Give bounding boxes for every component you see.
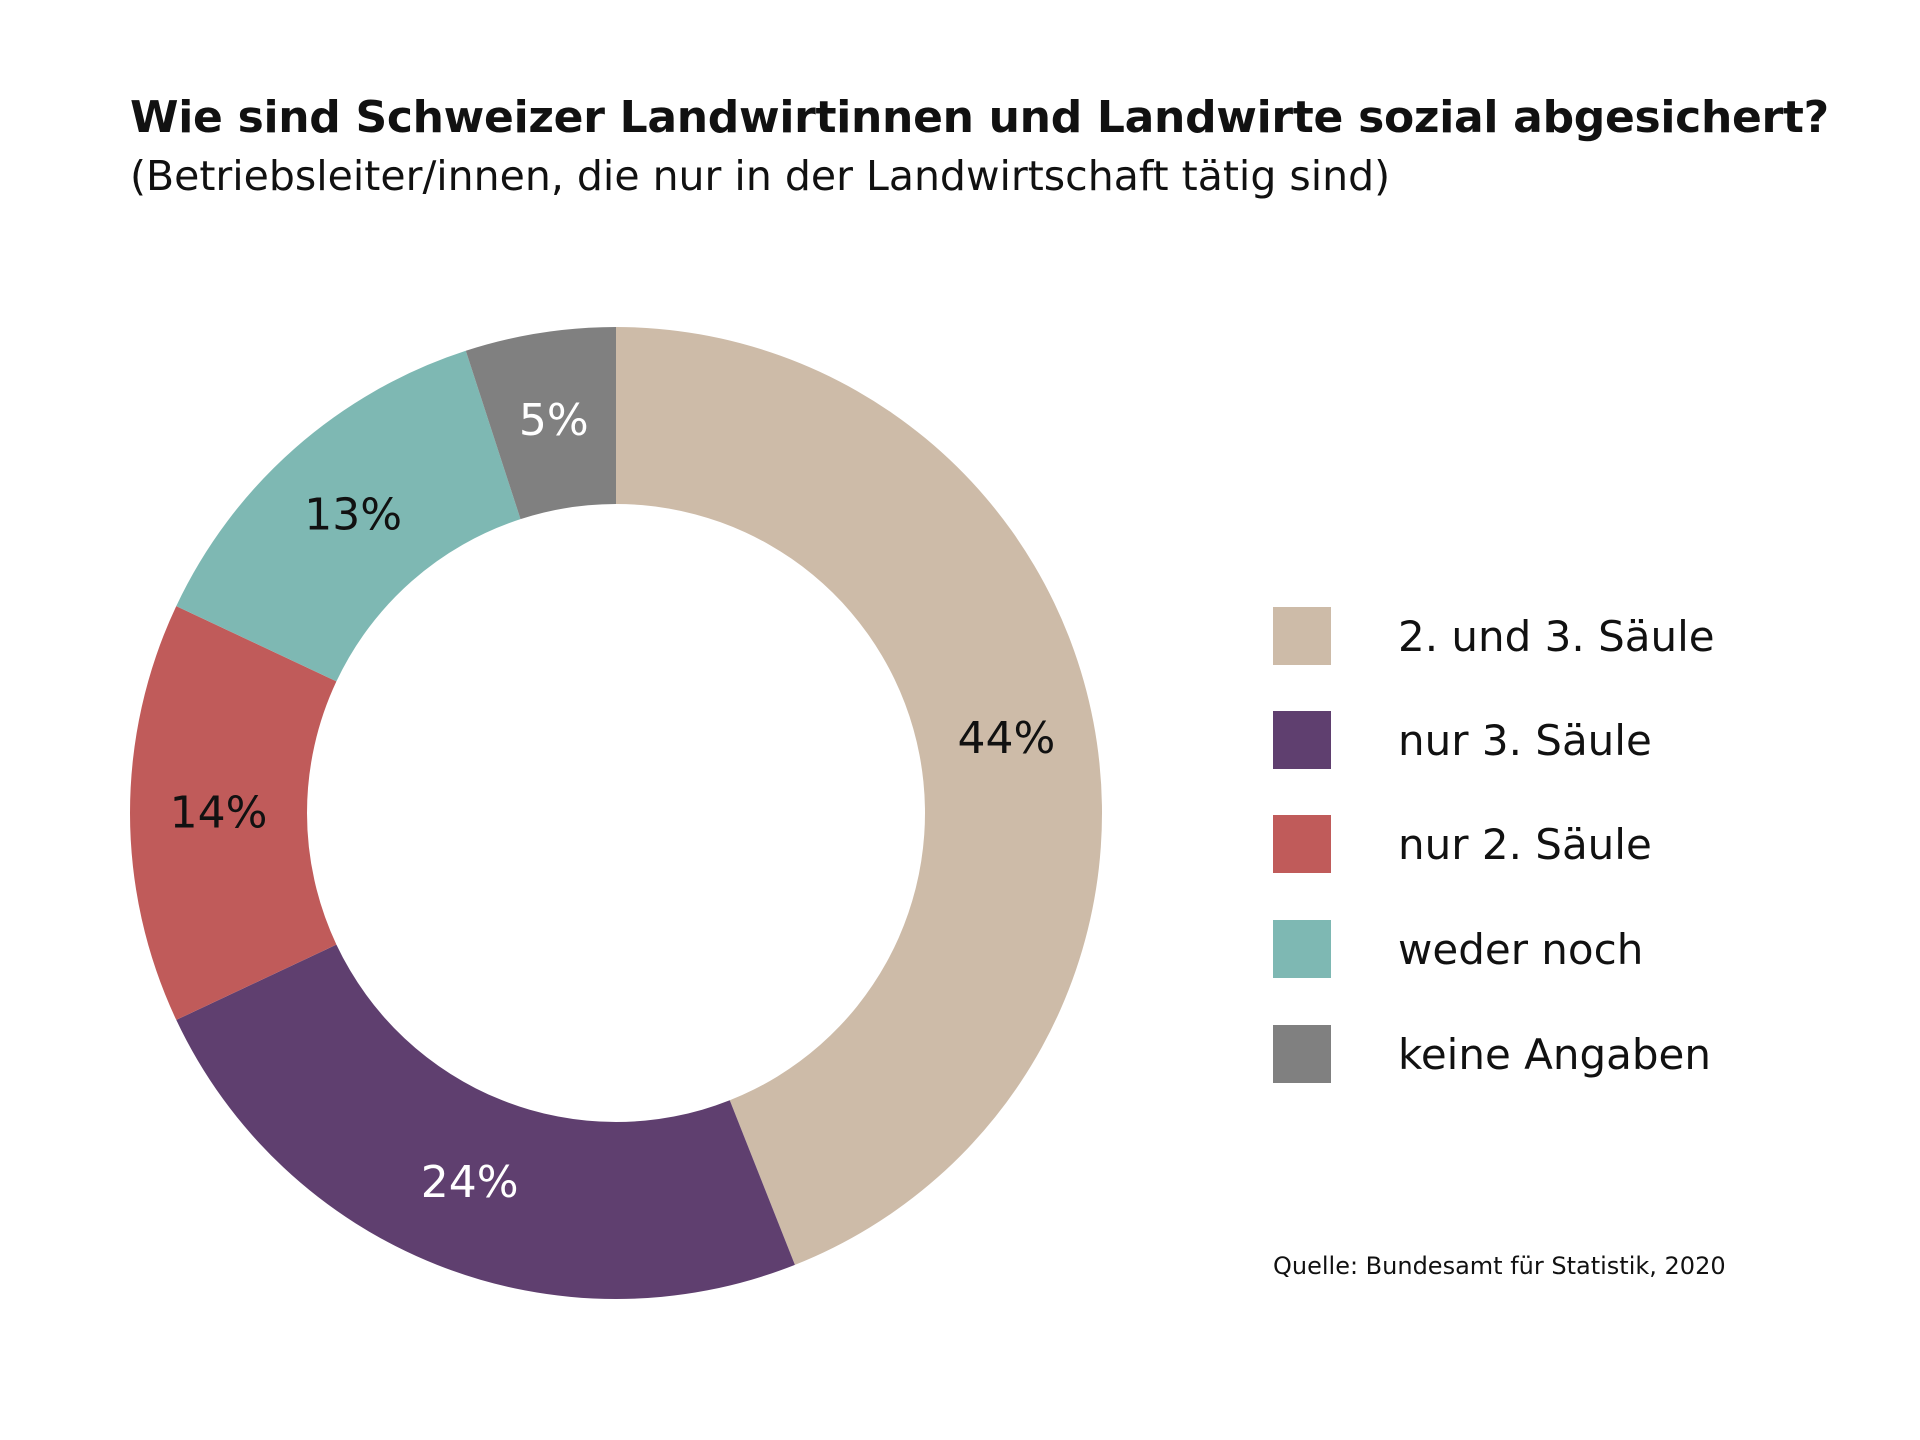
legend-label: 2. und 3. Säule bbox=[1398, 611, 1715, 661]
legend-item: nur 3. Säule bbox=[1273, 711, 1652, 769]
legend-swatch bbox=[1273, 711, 1331, 769]
legend-item: weder noch bbox=[1273, 920, 1643, 978]
donut-slice bbox=[616, 327, 1102, 1265]
legend-item: keine Angaben bbox=[1273, 1025, 1711, 1083]
chart-subtitle: (Betriebsleiter/innen, die nur in der La… bbox=[130, 152, 1391, 200]
legend-item: 2. und 3. Säule bbox=[1273, 607, 1715, 665]
legend-item: nur 2. Säule bbox=[1273, 815, 1652, 873]
chart-title: Wie sind Schweizer Landwirtinnen und Lan… bbox=[130, 92, 1829, 143]
legend-swatch bbox=[1273, 1025, 1331, 1083]
source-note: Quelle: Bundesamt für Statistik, 2020 bbox=[1273, 1252, 1726, 1280]
slice-label: 13% bbox=[304, 489, 402, 540]
slice-label: 14% bbox=[170, 788, 268, 839]
legend-label: nur 3. Säule bbox=[1398, 715, 1652, 765]
slice-label: 44% bbox=[958, 713, 1056, 764]
slice-label: 24% bbox=[421, 1157, 519, 1208]
donut-slice bbox=[176, 350, 521, 682]
legend-swatch bbox=[1273, 920, 1331, 978]
legend-swatch bbox=[1273, 607, 1331, 665]
legend-label: keine Angaben bbox=[1398, 1029, 1712, 1079]
donut-slice bbox=[465, 327, 616, 520]
slice-label: 5% bbox=[519, 395, 589, 446]
legend-label: nur 2. Säule bbox=[1398, 819, 1652, 869]
legend-swatch bbox=[1273, 815, 1331, 873]
donut-slice bbox=[176, 944, 795, 1299]
donut-slice bbox=[130, 606, 337, 1020]
legend-label: weder noch bbox=[1398, 924, 1644, 974]
